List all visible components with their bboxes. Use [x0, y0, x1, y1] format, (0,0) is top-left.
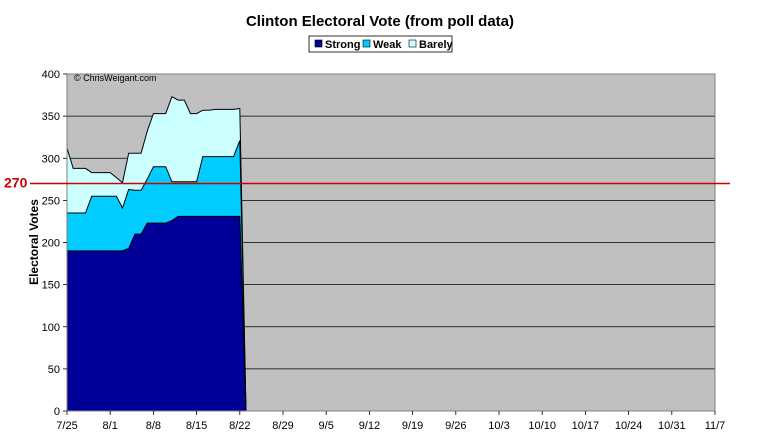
x-tick-label: 7/25: [56, 420, 77, 432]
x-tick-label: 10/17: [572, 420, 600, 432]
y-tick-label: 200: [42, 238, 60, 250]
y-tick-label: 0: [54, 406, 60, 418]
y-tick-label: 150: [42, 280, 60, 292]
x-tick-label: 9/5: [319, 420, 334, 432]
area-weak: [67, 140, 246, 411]
reference-line: 270: [4, 175, 730, 191]
series-boundary-barely: [66, 95, 247, 412]
chart-title: Clinton Electoral Vote (from poll data): [246, 13, 514, 30]
y-tick-label: 50: [48, 364, 60, 376]
x-tick-label: 10/24: [615, 420, 643, 432]
x-tick-label: 10/3: [488, 420, 509, 432]
x-tick-label: 9/19: [402, 420, 423, 432]
legend: Strong Weak Barely: [308, 35, 454, 53]
y-tick-label: 300: [42, 153, 60, 165]
copyright-annotation: © ChrisWeigant.com: [74, 73, 157, 83]
area-strong: [67, 216, 246, 411]
x-tick-label: 8/22: [229, 420, 250, 432]
legend-swatch-strong: [314, 39, 323, 48]
legend-label-barely: Barely: [419, 39, 454, 51]
legend-label-weak: Weak: [373, 39, 402, 51]
y-axis: 0 50 100 150 200 250 300 350 400: [42, 69, 67, 418]
y-tick-label: 100: [42, 322, 60, 334]
series-outline: [66, 95, 247, 412]
x-tick-label: 9/26: [445, 420, 466, 432]
x-tick-label: 10/31: [658, 420, 686, 432]
x-tick-label: 10/10: [528, 420, 556, 432]
series-boundary-weak: [67, 140, 247, 412]
legend-label-strong: Strong: [325, 39, 360, 51]
y-axis-label: Electoral Votes: [27, 199, 41, 285]
x-tick-label: 8/15: [186, 420, 207, 432]
x-tick-label: 11/7: [705, 420, 726, 432]
x-axis: 7/25 8/1 8/8 8/15 8/22 8/29 9/5 9/12 9/19 9/26 10/…: [56, 411, 725, 432]
x-tick-label: 9/12: [359, 420, 380, 432]
y-tick-label: 400: [42, 69, 60, 81]
x-tick-label: 8/8: [146, 420, 161, 432]
series-boundary-strong: [67, 215, 247, 412]
reference-line-label: 270: [4, 175, 28, 191]
legend-swatch-barely: [408, 39, 417, 48]
legend-swatch-weak: [362, 39, 371, 48]
area-barely: [67, 96, 246, 411]
y-tick-label: 250: [42, 195, 60, 207]
x-tick-label: 8/1: [103, 420, 118, 432]
y-tick-label: 350: [42, 111, 60, 123]
series-areas: [67, 96, 246, 411]
x-tick-label: 8/29: [272, 420, 293, 432]
